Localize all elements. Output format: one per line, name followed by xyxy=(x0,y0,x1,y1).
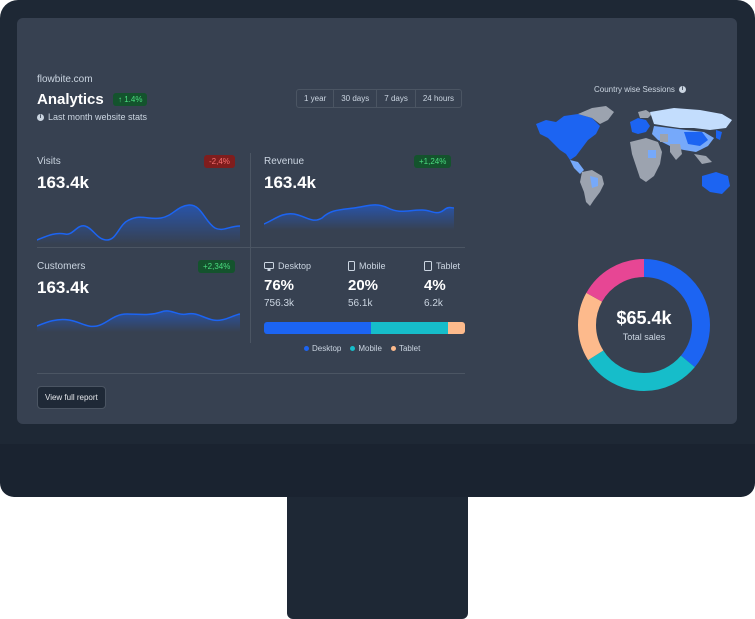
total-sales-value: $65.4k xyxy=(616,308,672,328)
device-bar-tablet xyxy=(447,322,465,334)
visits-label: Visits xyxy=(37,156,61,167)
customers-value: 163.4k xyxy=(37,278,89,297)
map-title: Country wise Sessions i xyxy=(594,85,686,94)
range-24-hours-button[interactable]: 24 hours xyxy=(416,90,461,107)
view-full-report-button[interactable]: View full report xyxy=(37,386,106,409)
phone-icon xyxy=(348,261,355,271)
device-desktop: Desktop xyxy=(264,261,311,271)
map-scandinavia xyxy=(638,110,652,118)
range-1-year-button[interactable]: 1 year xyxy=(297,90,335,107)
revenue-change-badge: +1,24% xyxy=(414,155,452,168)
subtitle-text: Last month website stats xyxy=(48,112,148,122)
world-map xyxy=(536,106,732,206)
device-tablet: Tablet xyxy=(424,261,460,271)
device-tablet-pct: 4% xyxy=(424,277,446,294)
arrow-up-icon: ↑ xyxy=(118,95,122,104)
map-greenland xyxy=(578,106,614,124)
map-central-africa xyxy=(648,150,656,158)
revenue-value: 163.4k xyxy=(264,173,316,192)
time-range-selector: 1 year 30 days 7 days 24 hours xyxy=(296,89,462,108)
donut-segment-pink xyxy=(578,259,710,391)
map-middle-east xyxy=(660,134,668,142)
page-title: Analytics xyxy=(37,91,104,108)
device-mobile-name: Mobile xyxy=(359,261,386,271)
tablet-icon xyxy=(424,261,432,271)
legend-desktop: Desktop xyxy=(304,344,341,353)
footer-divider xyxy=(37,373,465,374)
analytics-change-badge: ↑ 1.4% xyxy=(113,93,148,106)
range-30-days-button[interactable]: 30 days xyxy=(334,90,378,107)
donut-segment-teal xyxy=(578,259,710,391)
device-bar-mobile xyxy=(370,322,448,334)
device-mobile-pct: 20% xyxy=(348,277,379,294)
donut-center: $65.4k Total sales xyxy=(577,258,711,392)
site-name: flowbite.com xyxy=(37,74,93,85)
map-brazil xyxy=(590,176,598,188)
map-india xyxy=(670,144,682,160)
map-russia xyxy=(650,108,732,130)
map-north-america xyxy=(536,114,600,160)
device-desktop-count: 756.3k xyxy=(264,298,295,309)
revenue-sparkline xyxy=(264,204,454,230)
device-tablet-count: 6.2k xyxy=(424,298,443,309)
customers-sparkline xyxy=(37,310,240,332)
total-sales-label: Total sales xyxy=(622,332,666,342)
legend-tablet: Tablet xyxy=(390,344,420,353)
monitor-stand xyxy=(287,497,468,619)
analytics-change-value: 1.4% xyxy=(124,95,143,104)
monitor-icon xyxy=(264,261,274,271)
info-icon: i xyxy=(37,113,44,121)
grid-divider-horizontal xyxy=(37,247,465,248)
map-southeast-asia xyxy=(694,154,712,164)
device-legend: Desktop Mobile Tablet xyxy=(304,344,420,353)
device-mobile-count: 56.1k xyxy=(348,298,373,309)
map-china xyxy=(684,132,708,146)
device-desktop-name: Desktop xyxy=(278,261,312,271)
donut-segment-peach xyxy=(578,259,710,391)
revenue-label: Revenue xyxy=(264,156,305,167)
visits-sparkline xyxy=(37,204,240,244)
map-europe xyxy=(630,118,650,134)
grid-divider-vertical xyxy=(250,153,251,343)
monitor-chin xyxy=(0,444,755,497)
legend-mobile: Mobile xyxy=(350,344,382,353)
customers-label: Customers xyxy=(37,261,86,272)
map-japan xyxy=(716,130,722,140)
total-sales-donut: $65.4k Total sales xyxy=(577,258,711,392)
range-7-days-button[interactable]: 7 days xyxy=(377,90,416,107)
map-title-text: Country wise Sessions xyxy=(594,85,675,94)
visits-value: 163.4k xyxy=(37,173,89,192)
customers-change-badge: +2,34% xyxy=(198,260,236,273)
donut-chart xyxy=(578,259,710,391)
map-australia xyxy=(702,172,730,194)
visits-change-badge: -2,4% xyxy=(204,155,235,168)
map-central-america xyxy=(570,160,584,174)
page-subtitle: i Last month website stats xyxy=(37,112,147,122)
map-africa xyxy=(630,138,662,182)
device-bar-desktop xyxy=(264,322,371,334)
device-desktop-pct: 76% xyxy=(264,277,295,294)
device-tablet-name: Tablet xyxy=(436,261,461,271)
device-mobile: Mobile xyxy=(348,261,386,271)
info-icon: i xyxy=(678,86,686,93)
device-share-bar xyxy=(264,322,465,334)
dashboard-screen: flowbite.com Analytics ↑ 1.4% i Last mon… xyxy=(17,18,737,424)
